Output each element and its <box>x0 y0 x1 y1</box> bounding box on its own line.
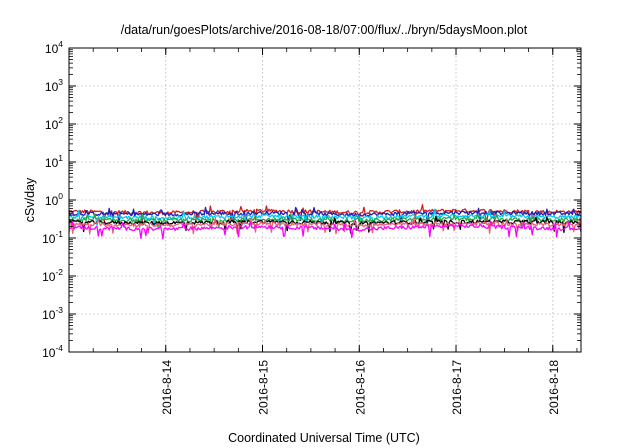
y-tick-label: 10-2 <box>42 267 63 284</box>
y-tick-label-exponent: 0 <box>58 191 63 201</box>
y-tick-label: 101 <box>45 153 63 170</box>
y-tick-label-exponent: -4 <box>55 343 63 353</box>
x-axis: 2016-8-14 2016-8-15 2016-8-16 2016-8-17 2016… <box>92 48 578 415</box>
x-axis-label: Coordinated Universal Time (UTC) <box>228 431 420 445</box>
y-tick-label-base: 10 <box>45 118 59 132</box>
y-tick-label-exponent: -2 <box>55 267 63 277</box>
y-tick-label: 10-1 <box>42 229 63 246</box>
y-tick-label-base: 10 <box>42 346 56 360</box>
grid <box>69 48 581 352</box>
y-tick-label-exponent: 3 <box>58 77 63 87</box>
x-tick-label: 2016-8-17 <box>450 360 464 415</box>
series-line-7 <box>68 220 582 240</box>
y-tick-label-base: 10 <box>42 232 56 246</box>
y-tick-label-base: 10 <box>45 194 59 208</box>
y-tick-label-exponent: 2 <box>58 115 63 125</box>
y-tick-label-base: 10 <box>42 308 56 322</box>
y-tick-label: 103 <box>45 77 63 94</box>
x-tick-label: 2016-8-18 <box>547 360 561 415</box>
y-tick-label-base: 10 <box>45 80 59 94</box>
y-tick-label-exponent: 1 <box>58 153 63 163</box>
x-tick-label: 2016-8-16 <box>353 360 367 415</box>
y-tick-label-base: 10 <box>45 42 59 56</box>
y-tick-label-exponent: -1 <box>55 229 63 239</box>
series-line-4 <box>68 213 582 229</box>
y-tick-label-base: 10 <box>45 156 59 170</box>
series-line-6 <box>68 217 582 235</box>
y-tick-label-exponent: -3 <box>55 305 63 315</box>
y-tick-label: 102 <box>45 115 63 132</box>
y-tick-label-base: 10 <box>42 270 56 284</box>
series-lines <box>68 204 582 240</box>
y-tick-label: 100 <box>45 191 63 208</box>
y-tick-label-exponent: 4 <box>58 39 63 49</box>
x-tick-label: 2016-8-14 <box>160 360 174 415</box>
chart-title: /data/run/goesPlots/archive/2016-08-18/0… <box>121 23 528 37</box>
y-tick-label: 10-4 <box>42 343 63 360</box>
y-axis-label: cSv/day <box>23 177 37 222</box>
x-tick-label: 2016-8-15 <box>257 360 271 415</box>
y-tick-label: 10-3 <box>42 305 63 322</box>
y-tick-label: 104 <box>45 39 63 56</box>
